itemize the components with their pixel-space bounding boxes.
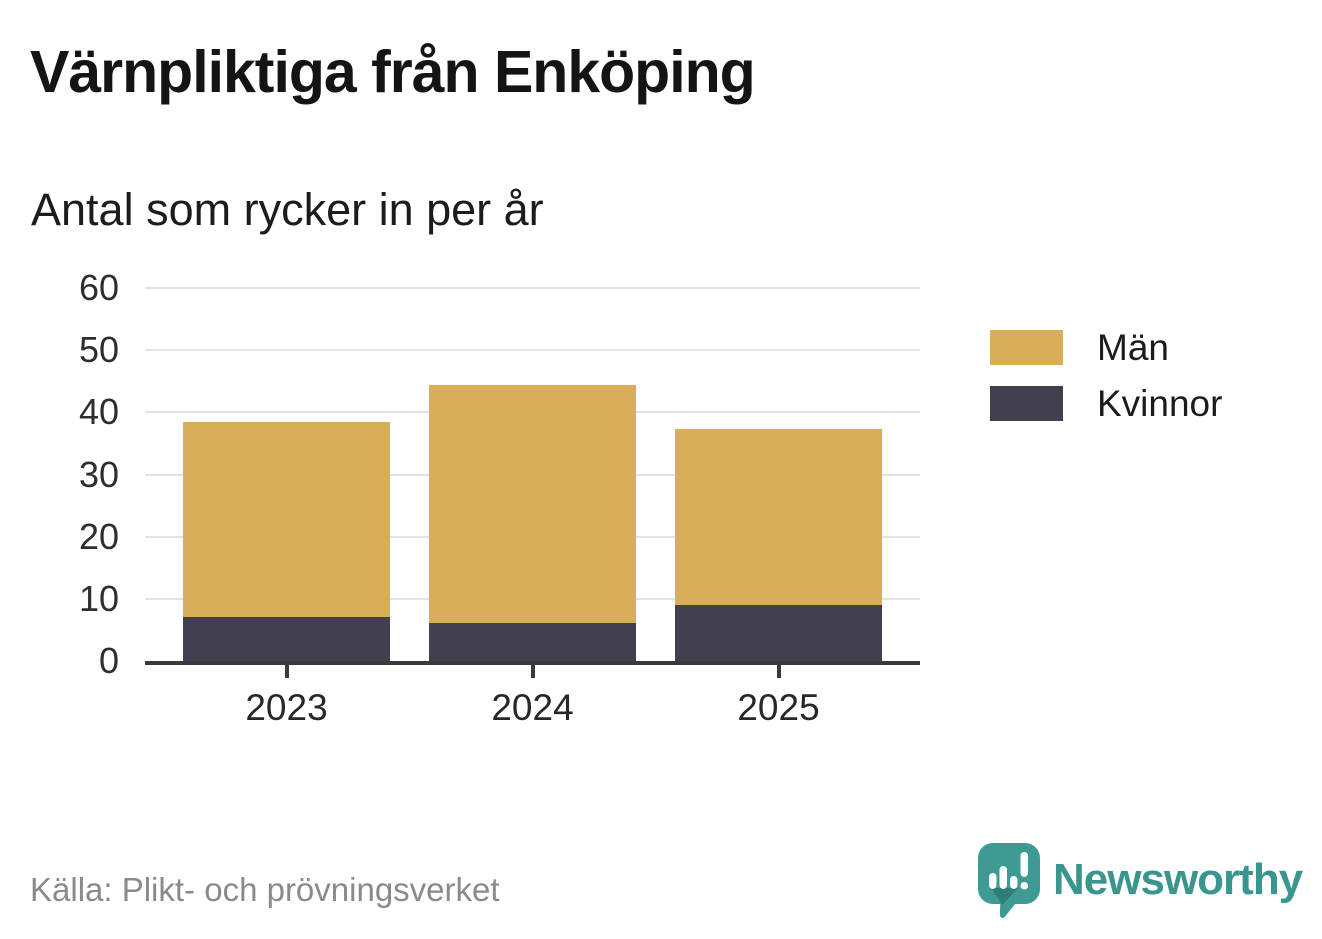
x-axis-tick xyxy=(776,665,781,678)
gridline xyxy=(145,287,920,289)
legend-label: Män xyxy=(1097,327,1169,368)
bar-segment-män xyxy=(429,384,636,624)
bar-segment-kvinnor xyxy=(429,623,636,661)
x-axis-label: 2023 xyxy=(245,687,328,728)
chart-subtitle: Antal som rycker in per år xyxy=(31,184,544,235)
plot-area: 0 10 20 30 40 50 60 2023 2024 2025 xyxy=(79,270,920,726)
legend-label: Kvinnor xyxy=(1097,383,1223,424)
newsworthy-wordmark: Newsworthy xyxy=(1053,855,1303,904)
legend: Män Kvinnor xyxy=(990,329,1222,422)
icon-bar-2 xyxy=(999,866,1007,889)
icon-bar-1 xyxy=(989,873,997,889)
bar-2025: 2025 xyxy=(675,428,882,726)
source-note: Källa: Plikt- och prövningsverket xyxy=(30,871,500,908)
icon-shadow xyxy=(991,888,1018,905)
bar-2023: 2023 xyxy=(183,422,390,726)
legend-swatch xyxy=(990,330,1063,365)
y-axis-label: 60 xyxy=(78,267,119,308)
y-axis-label: 50 xyxy=(78,329,119,371)
y-axis-label: 10 xyxy=(78,577,119,619)
newsworthy-icon xyxy=(978,843,1040,918)
x-axis-label: 2025 xyxy=(737,687,820,728)
x-axis-label: 2024 xyxy=(491,687,574,728)
bar-2024: 2024 xyxy=(429,384,636,726)
bar-segment-kvinnor xyxy=(183,617,390,661)
y-axis-label: 0 xyxy=(98,640,119,681)
chart-title: Värnpliktiga från Enköping xyxy=(30,39,756,105)
legend-item-kvinnor: Kvinnor xyxy=(990,385,1222,422)
x-axis-tick xyxy=(530,665,535,678)
y-axis-label: 20 xyxy=(78,515,119,557)
newsworthy-logo: Newsworthy xyxy=(977,842,1303,918)
icon-bar-3 xyxy=(1010,876,1018,889)
icon-exclamation-dot xyxy=(1020,882,1028,890)
legend-swatch xyxy=(990,386,1063,421)
bars-container: 2023 2024 2025 xyxy=(145,288,920,726)
x-axis-tick xyxy=(284,665,289,678)
gridline xyxy=(145,349,920,352)
y-axis-label: 30 xyxy=(78,453,119,495)
bar-segment-män xyxy=(183,422,390,617)
icon-exclamation-bar xyxy=(1020,852,1028,877)
bar-segment-kvinnor xyxy=(675,604,882,661)
y-axis-label: 40 xyxy=(78,391,119,433)
legend-item-män: Män xyxy=(990,329,1222,366)
bar-segment-män xyxy=(675,428,882,605)
